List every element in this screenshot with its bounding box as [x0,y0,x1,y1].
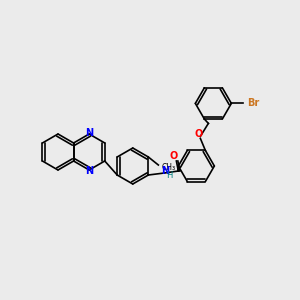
Text: CH₃: CH₃ [161,163,176,172]
Text: N: N [85,166,93,176]
Text: O: O [169,151,178,161]
Text: N: N [161,166,169,176]
Text: N: N [85,128,93,138]
Text: Br: Br [248,98,260,108]
Text: H: H [166,170,172,179]
Text: O: O [194,129,202,140]
